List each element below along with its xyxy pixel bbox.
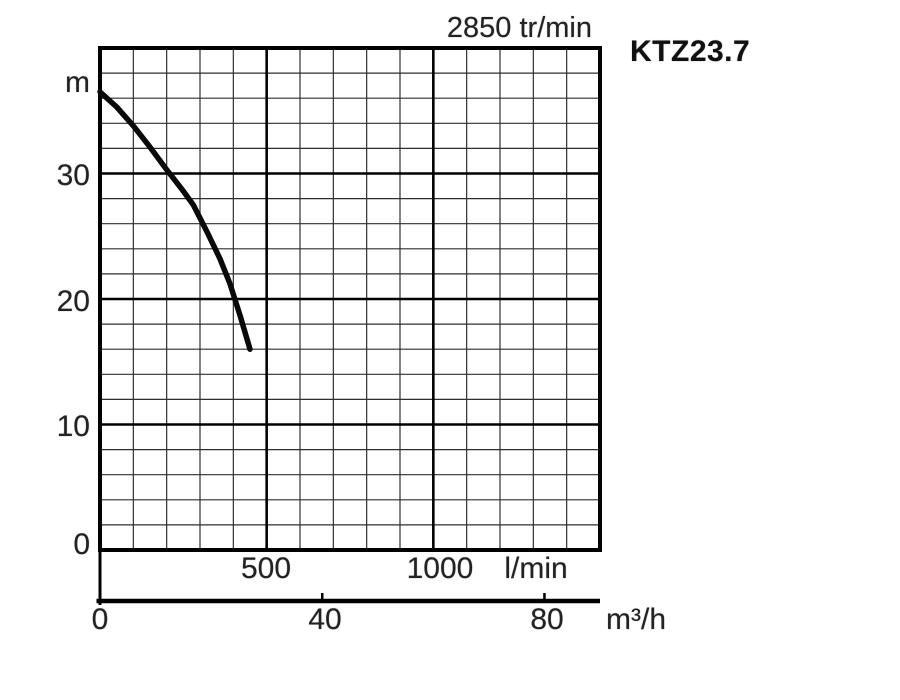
x-axis-m3h-tick-0: 0 [91, 603, 109, 636]
x-axis-lmin-unit-label: l/min [504, 552, 568, 585]
y-axis-tick-20: 20 [56, 285, 90, 318]
x-axis-m3h-tick-80: 80 [530, 603, 564, 636]
y-axis-tick-0: 0 [73, 528, 90, 561]
plot-border [98, 46, 602, 552]
pump-model-title: KTZ23.7 [630, 35, 751, 68]
x-axis-m3h-tick-40: 40 [308, 603, 342, 636]
x-axis-m3h-unit-label: m³/h [606, 603, 666, 636]
y-axis-tick-30: 30 [56, 159, 90, 192]
rpm-title: 2850 tr/min [446, 12, 592, 44]
y-axis-tick-10: 10 [56, 410, 90, 443]
x-axis-lmin-tick-1000: 1000 [406, 552, 474, 585]
x-axis-lmin-tick-500: 500 [240, 552, 292, 585]
y-axis-unit-label: m [65, 66, 90, 99]
head-flow-curve [97, 89, 253, 352]
